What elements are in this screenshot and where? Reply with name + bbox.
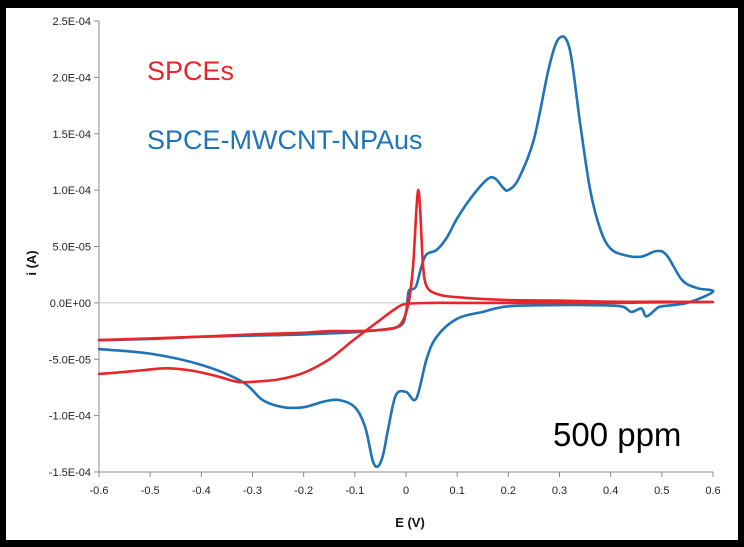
- y-tick-label: 5.0E-05: [52, 242, 91, 254]
- y-tick-label: -1.5E-04: [49, 467, 91, 479]
- x-tick-labels: -0.6 -0.5 -0.4 -0.3 -0.2 -0.1 0 0.1 0.2 0.3 0.4 0.5…: [90, 485, 721, 497]
- y-tick-label: 2.0E-04: [52, 72, 91, 84]
- x-axis-label: E (V): [395, 515, 425, 530]
- x-tick-label: -0.3: [243, 485, 262, 497]
- x-tick-label: 0.3: [552, 485, 567, 497]
- x-tick-label: 0.2: [501, 485, 516, 497]
- x-tick-label: -0.5: [141, 485, 160, 497]
- x-tick-label: 0.4: [603, 485, 618, 497]
- concentration-annotation: 500 ppm: [553, 416, 681, 453]
- series-layer: [97, 35, 715, 469]
- axes: [94, 20, 714, 477]
- chart: 2.5E-04 2.0E-04 1.5E-04 1.0E-04 5.0E-05 0.0E+…: [24, 16, 721, 530]
- x-tick-label: 0.6: [705, 485, 720, 497]
- x-tick-label: -0.4: [192, 485, 211, 497]
- y-tick-label: 1.0E-04: [52, 185, 91, 197]
- legend-label-spces: SPCEs: [147, 56, 234, 86]
- y-tick-label: 2.5E-04: [52, 16, 91, 28]
- legend-label-spce-mwcnt-npaus: SPCE-MWCNT-NPAus: [147, 125, 423, 155]
- x-tick-label: 0: [403, 485, 409, 497]
- y-tick-label: -5.0E-05: [49, 354, 91, 366]
- y-tick-label: 0.0E+00: [50, 298, 91, 310]
- y-tick-label: -1.0E-04: [49, 411, 91, 423]
- y-axis-label: i (A): [24, 250, 39, 275]
- x-tick-label: 0.5: [654, 485, 669, 497]
- x-tick-label: -0.1: [345, 485, 364, 497]
- x-tick-label: -0.2: [294, 485, 313, 497]
- series-line-spce-mwcnt-npaus: [97, 35, 715, 469]
- chart-frame: 2.5E-04 2.0E-04 1.5E-04 1.0E-04 5.0E-05 0.0E+…: [6, 8, 738, 540]
- series-line-spces: [97, 188, 715, 384]
- y-tick-label: 1.5E-04: [52, 129, 91, 141]
- x-tick-label: -0.6: [90, 485, 109, 497]
- y-tick-labels: 2.5E-04 2.0E-04 1.5E-04 1.0E-04 5.0E-05 0.0E+…: [49, 16, 91, 479]
- x-tick-label: 0.1: [450, 485, 465, 497]
